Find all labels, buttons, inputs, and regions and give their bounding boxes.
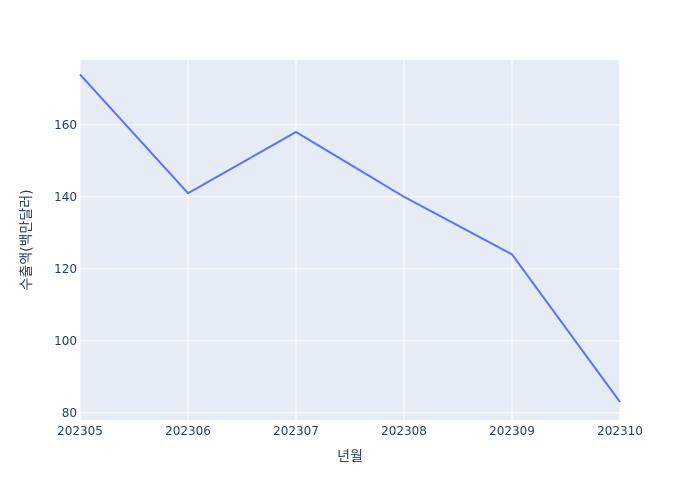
plot-background — [80, 60, 620, 420]
y-tick-label: 80 — [62, 406, 77, 420]
x-tick-label: 202309 — [489, 424, 535, 438]
y-axis-title: 수출액(백만달러) — [19, 189, 35, 290]
x-tick-label: 202310 — [597, 424, 643, 438]
x-tick-label: 202307 — [273, 424, 319, 438]
data-point[interactable] — [77, 71, 83, 77]
y-tick-label: 120 — [54, 262, 77, 276]
grid-lines — [79, 60, 621, 420]
series-line — [79, 73, 621, 403]
data-point[interactable] — [509, 251, 515, 257]
x-tick-label: 202306 — [165, 424, 211, 438]
x-tick-label: 202308 — [381, 424, 427, 438]
x-tick-label: 202305 — [57, 424, 103, 438]
data-point[interactable] — [293, 129, 299, 135]
data-point[interactable] — [401, 194, 407, 200]
x-tick-labels: 202305 202306 202307 202308 202309 202310 — [57, 424, 643, 438]
y-tick-label: 100 — [54, 334, 77, 348]
series-layer — [77, 71, 623, 405]
y-tick-labels: 80 100 120 140 160 — [54, 118, 77, 420]
data-point[interactable] — [617, 399, 623, 405]
y-tick-label: 140 — [54, 190, 77, 204]
y-tick-label: 160 — [54, 118, 77, 132]
x-axis-title: 년월 — [337, 449, 363, 465]
data-point[interactable] — [185, 190, 191, 196]
